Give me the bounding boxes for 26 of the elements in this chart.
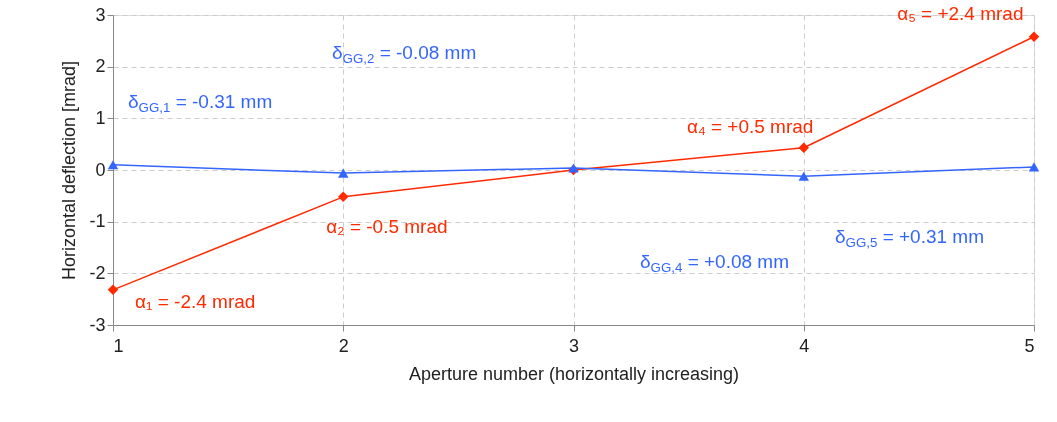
x-tick-label: 2	[338, 335, 349, 356]
x-tick-label: 1	[113, 335, 124, 356]
y-axis-title: Horizontal deflection [mrad]	[59, 60, 80, 281]
x-tick-label: 4	[799, 335, 810, 356]
x-axis-title: Aperture number (horizontally increasing)	[408, 363, 740, 384]
point	[338, 191, 349, 203]
annotation: α₄ = +0.5 mrad	[686, 115, 814, 137]
y-tick-label: 2	[95, 56, 106, 77]
point	[107, 160, 119, 170]
x-tick-label: 5	[1024, 335, 1035, 356]
point	[1028, 31, 1040, 42]
annotation: α₅ = +2.4 mrad	[897, 2, 1024, 24]
point	[338, 168, 349, 178]
annotation: α₂ = -0.5 mrad	[326, 215, 448, 237]
y-tick-label: -1	[89, 211, 106, 232]
point	[1028, 162, 1040, 172]
y-tick-label: 0	[95, 159, 106, 180]
y-tick-label: -3	[89, 314, 106, 335]
annotation: α₁ = -2.4 mrad	[135, 290, 256, 312]
point	[798, 142, 809, 154]
y-tick-label: 1	[95, 107, 106, 128]
x-tick-label: 3	[568, 335, 580, 356]
y-tick-label: 3	[95, 4, 106, 25]
point	[107, 284, 119, 296]
point	[798, 171, 809, 181]
y-tick-label: -2	[89, 262, 106, 283]
